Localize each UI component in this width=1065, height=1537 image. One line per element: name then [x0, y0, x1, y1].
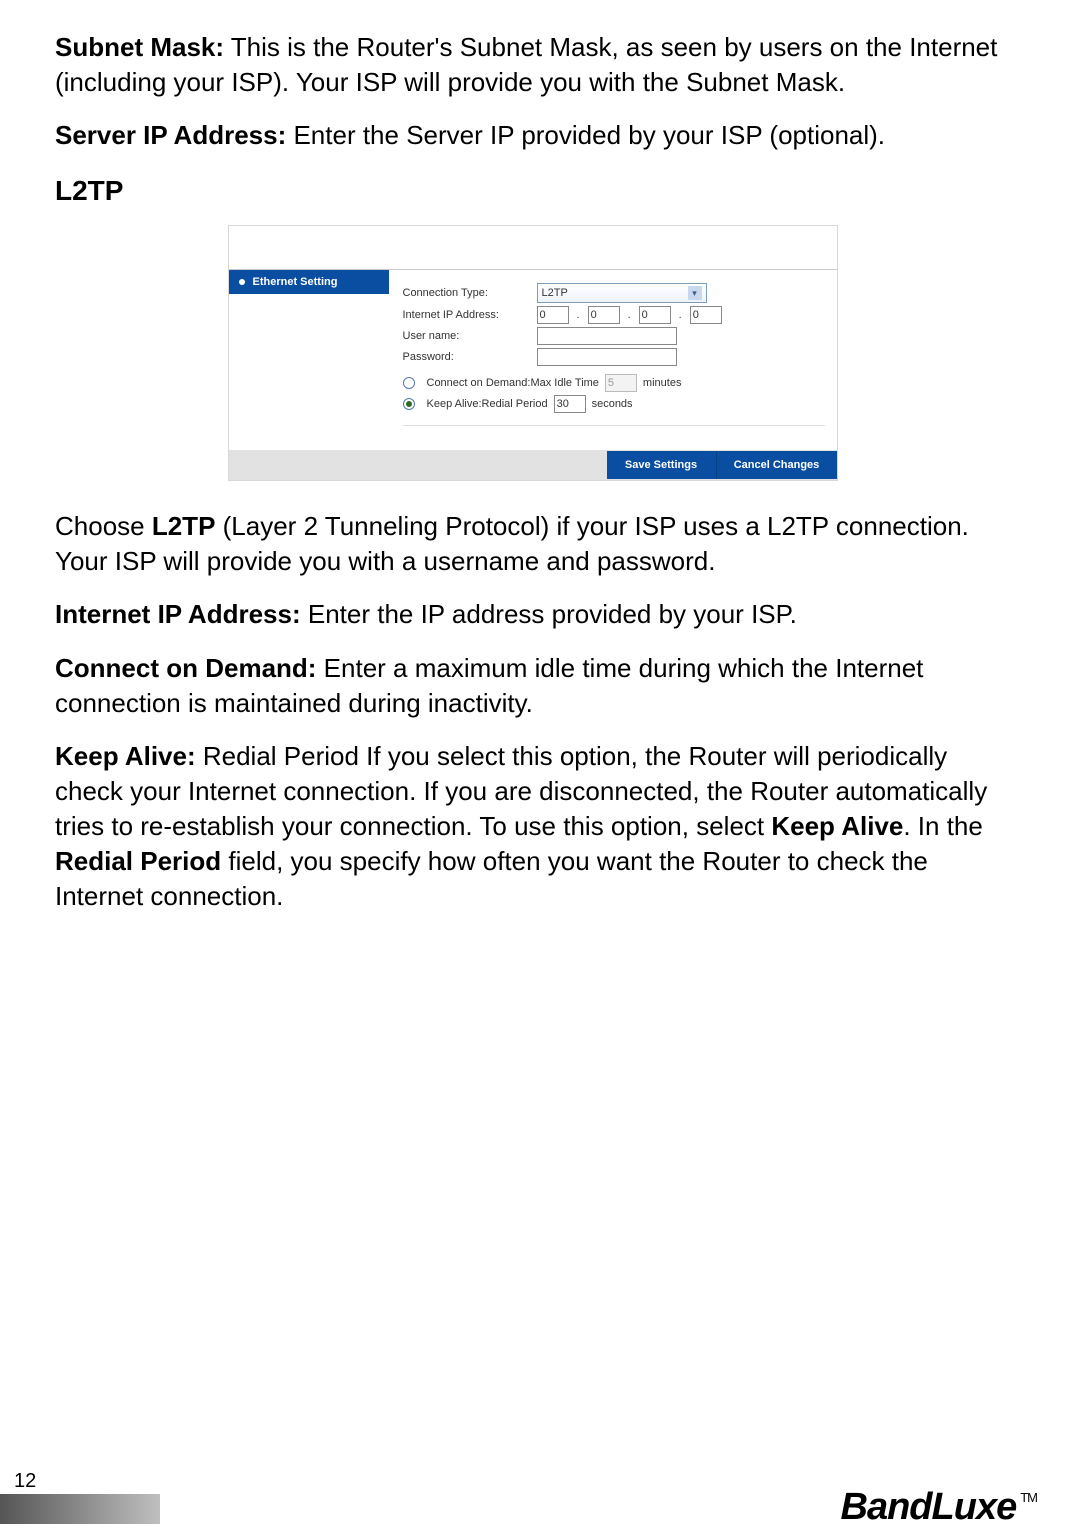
chevron-down-icon: ▾ — [688, 286, 702, 300]
screenshot-form: Connection Type: L2TP ▾ Internet IP Addr… — [389, 270, 837, 450]
sidebar-header[interactable]: Ethernet Setting — [229, 270, 389, 294]
para-internet-ip: Internet IP Address: Enter the IP addres… — [55, 597, 1010, 632]
label-connect-on-demand: Connect on Demand:Max Idle Time — [427, 377, 599, 389]
cancel-changes-button[interactable]: Cancel Changes — [717, 451, 837, 479]
ip-octet-2[interactable]: 0 — [588, 306, 620, 324]
sidebar-dot-icon — [239, 279, 245, 285]
label-internet-ip: Internet IP Address: — [403, 309, 531, 321]
logo-text: BandLuxe — [841, 1486, 1017, 1529]
text-choose-pre: Choose — [55, 511, 152, 541]
row-internet-ip: Internet IP Address: 0. 0. 0. 0 — [403, 306, 825, 324]
bold-redial-period: Redial Period — [55, 846, 221, 876]
row-keep-alive: Keep Alive:Redial Period 30 seconds — [403, 395, 825, 413]
logo-tm: TM — [1020, 1490, 1037, 1505]
label-subnet: Subnet Mask: — [55, 32, 224, 62]
screenshot-footer: Save Settings Cancel Changes — [229, 450, 837, 480]
save-settings-button[interactable]: Save Settings — [607, 451, 717, 479]
label-username: User name: — [403, 330, 531, 342]
dot-3: . — [677, 309, 684, 321]
footer-gradient — [0, 1494, 160, 1524]
radio-keep-alive[interactable] — [403, 398, 415, 410]
screenshot-wrap: Ethernet Setting Connection Type: L2TP ▾… — [55, 225, 1010, 481]
para-subnet: Subnet Mask: This is the Router's Subnet… — [55, 30, 1010, 100]
text-ka-2: . In the — [903, 811, 983, 841]
para-connect-on-demand: Connect on Demand: Enter a maximum idle … — [55, 651, 1010, 721]
input-password[interactable] — [537, 348, 677, 366]
unit-seconds: seconds — [592, 398, 633, 410]
bold-l2tp: L2TP — [152, 511, 216, 541]
input-max-idle-time: 5 — [605, 374, 637, 392]
form-divider — [403, 425, 825, 426]
label-password: Password: — [403, 351, 531, 363]
ip-octet-1[interactable]: 0 — [537, 306, 569, 324]
screenshot-sidebar: Ethernet Setting — [229, 270, 389, 450]
footer-bar: BandLuxe TM — [0, 1481, 1065, 1537]
heading-l2tp: L2TP — [55, 175, 1010, 207]
label-keep-alive: Keep Alive:Redial Period — [427, 398, 548, 410]
dot-2: . — [626, 309, 633, 321]
label-cod2: Connect on Demand: — [55, 653, 316, 683]
label-serverip: Server IP Address: — [55, 120, 286, 150]
screenshot-top-bar — [229, 226, 837, 270]
page: Subnet Mask: This is the Router's Subnet… — [0, 0, 1065, 1537]
unit-minutes: minutes — [643, 377, 682, 389]
row-password: Password: — [403, 348, 825, 366]
row-username: User name: — [403, 327, 825, 345]
row-connect-on-demand: Connect on Demand:Max Idle Time 5 minute… — [403, 374, 825, 392]
input-redial-period[interactable]: 30 — [554, 395, 586, 413]
dot-1: . — [575, 309, 582, 321]
sidebar-header-label: Ethernet Setting — [253, 276, 338, 288]
label-conn-type: Connection Type: — [403, 287, 531, 299]
text-internet-ip2: Enter the IP address provided by your IS… — [301, 599, 797, 629]
para-choose: Choose L2TP (Layer 2 Tunneling Protocol)… — [55, 509, 1010, 579]
screenshot-body: Ethernet Setting Connection Type: L2TP ▾… — [229, 270, 837, 450]
label-ka2: Keep Alive: — [55, 741, 196, 771]
input-username[interactable] — [537, 327, 677, 345]
label-internet-ip2: Internet IP Address: — [55, 599, 301, 629]
para-keep-alive: Keep Alive: Redial Period If you select … — [55, 739, 1010, 914]
ip-octet-3[interactable]: 0 — [639, 306, 671, 324]
sidebar-filler — [229, 294, 389, 444]
select-conn-type-value: L2TP — [542, 287, 568, 299]
para-serverip: Server IP Address: Enter the Server IP p… — [55, 118, 1010, 153]
text-serverip: Enter the Server IP provided by your ISP… — [286, 120, 885, 150]
router-screenshot: Ethernet Setting Connection Type: L2TP ▾… — [228, 225, 838, 481]
row-conn-type: Connection Type: L2TP ▾ — [403, 283, 825, 303]
select-conn-type[interactable]: L2TP ▾ — [537, 283, 707, 303]
bandluxe-logo: BandLuxe TM — [841, 1486, 1037, 1529]
ip-octet-4[interactable]: 0 — [690, 306, 722, 324]
bold-keep-alive: Keep Alive — [771, 811, 903, 841]
radio-connect-on-demand[interactable] — [403, 377, 415, 389]
